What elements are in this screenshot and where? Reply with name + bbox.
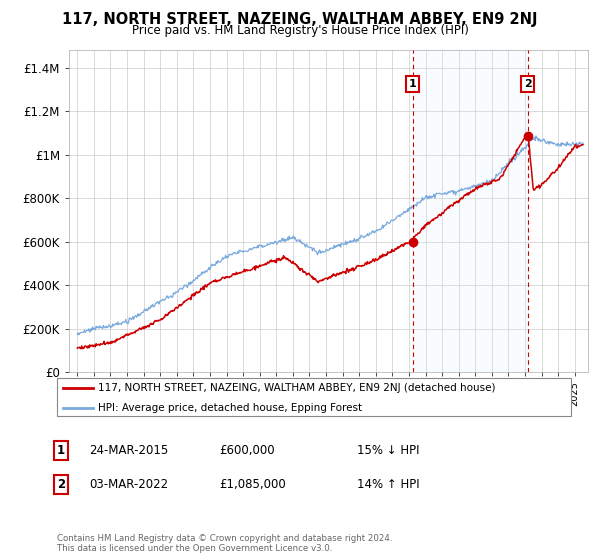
Text: £600,000: £600,000: [219, 444, 275, 458]
Text: Price paid vs. HM Land Registry's House Price Index (HPI): Price paid vs. HM Land Registry's House …: [131, 24, 469, 37]
Text: HPI: Average price, detached house, Epping Forest: HPI: Average price, detached house, Eppi…: [98, 403, 362, 413]
Text: £1,085,000: £1,085,000: [219, 478, 286, 491]
Text: 14% ↑ HPI: 14% ↑ HPI: [357, 478, 419, 491]
Text: 2: 2: [524, 79, 532, 89]
Text: 1: 1: [57, 444, 65, 458]
FancyBboxPatch shape: [56, 379, 571, 416]
Text: 03-MAR-2022: 03-MAR-2022: [89, 478, 168, 491]
Text: 1: 1: [409, 79, 416, 89]
Text: 117, NORTH STREET, NAZEING, WALTHAM ABBEY, EN9 2NJ (detached house): 117, NORTH STREET, NAZEING, WALTHAM ABBE…: [98, 383, 496, 393]
Text: 117, NORTH STREET, NAZEING, WALTHAM ABBEY, EN9 2NJ: 117, NORTH STREET, NAZEING, WALTHAM ABBE…: [62, 12, 538, 27]
Text: 2: 2: [57, 478, 65, 491]
Bar: [413, 50, 528, 372]
Text: 24-MAR-2015: 24-MAR-2015: [89, 444, 168, 458]
Text: 15% ↓ HPI: 15% ↓ HPI: [357, 444, 419, 458]
Text: Contains HM Land Registry data © Crown copyright and database right 2024.
This d: Contains HM Land Registry data © Crown c…: [57, 534, 392, 553]
